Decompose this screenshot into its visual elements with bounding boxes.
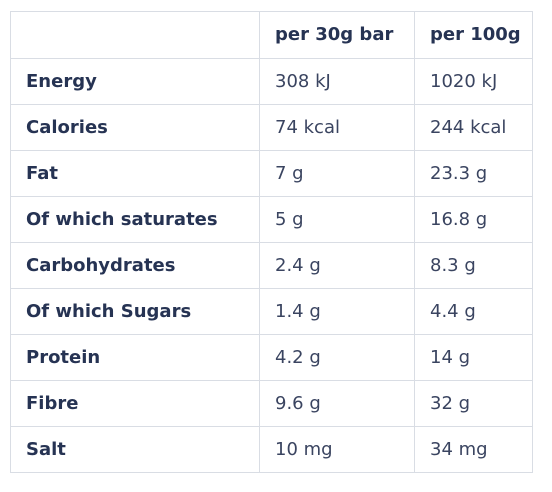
value-per-100g: 4.4 g — [414, 288, 533, 335]
row-label: Fibre — [10, 380, 260, 427]
table-row: Fat 7 g 23.3 g — [10, 150, 533, 197]
value-per-100g: 1020 kJ — [414, 58, 533, 105]
value-per-bar: 9.6 g — [259, 380, 415, 427]
value-per-bar: 1.4 g — [259, 288, 415, 335]
header-empty-cell — [10, 11, 260, 59]
value-per-bar: 10 mg — [259, 426, 415, 473]
table-row: Energy 308 kJ 1020 kJ — [10, 58, 533, 105]
row-label: Energy — [10, 58, 260, 105]
table-row: Protein 4.2 g 14 g — [10, 334, 533, 381]
value-per-100g: 23.3 g — [414, 150, 533, 197]
value-per-bar: 74 kcal — [259, 104, 415, 151]
row-label: Protein — [10, 334, 260, 381]
table-row: Fibre 9.6 g 32 g — [10, 380, 533, 427]
value-per-bar: 7 g — [259, 150, 415, 197]
row-label: Carbohydrates — [10, 242, 260, 289]
nutrition-table-container: per 30g bar per 100g Energy 308 kJ 1020 … — [10, 11, 533, 473]
value-per-100g: 244 kcal — [414, 104, 533, 151]
header-per-bar: per 30g bar — [259, 11, 415, 59]
value-per-100g: 8.3 g — [414, 242, 533, 289]
table-row: Of which Sugars 1.4 g 4.4 g — [10, 288, 533, 335]
value-per-100g: 14 g — [414, 334, 533, 381]
row-label: Of which Sugars — [10, 288, 260, 335]
value-per-bar: 308 kJ — [259, 58, 415, 105]
table-row: Salt 10 mg 34 mg — [10, 426, 533, 473]
value-per-bar: 4.2 g — [259, 334, 415, 381]
header-per-100g: per 100g — [414, 11, 533, 59]
table-row: Carbohydrates 2.4 g 8.3 g — [10, 242, 533, 289]
row-label: Fat — [10, 150, 260, 197]
row-label: Calories — [10, 104, 260, 151]
table-row: Calories 74 kcal 244 kcal — [10, 104, 533, 151]
nutrition-table: per 30g bar per 100g Energy 308 kJ 1020 … — [10, 11, 533, 473]
value-per-100g: 16.8 g — [414, 196, 533, 243]
value-per-100g: 32 g — [414, 380, 533, 427]
value-per-bar: 5 g — [259, 196, 415, 243]
row-label: Of which saturates — [10, 196, 260, 243]
table-row: Of which saturates 5 g 16.8 g — [10, 196, 533, 243]
table-header-row: per 30g bar per 100g — [10, 11, 533, 59]
value-per-bar: 2.4 g — [259, 242, 415, 289]
row-label: Salt — [10, 426, 260, 473]
value-per-100g: 34 mg — [414, 426, 533, 473]
